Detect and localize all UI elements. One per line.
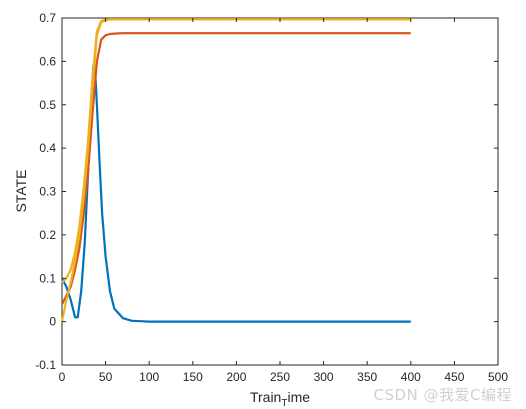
x-tick-label: 450	[444, 370, 464, 384]
x-tick-label: 500	[488, 370, 508, 384]
x-tick-label: 100	[139, 370, 159, 384]
series-lines	[60, 18, 411, 323]
y-tick-label: 0.6	[39, 54, 56, 68]
y-axis-label: STATE	[13, 169, 29, 212]
y-tick-label: 0.2	[39, 228, 56, 242]
series-line-1	[61, 64, 411, 323]
x-axis-label: TrainTime	[250, 389, 310, 409]
x-tick-label: 0	[59, 370, 66, 384]
x-tick-label: 300	[314, 370, 334, 384]
y-tick-label: 0.7	[39, 11, 56, 25]
y-tick-label: 0.5	[39, 98, 56, 112]
x-axis-ticks: 0 50 100 150 200 250 300 350 400 450 500	[59, 18, 508, 384]
y-tick-label: 0.3	[39, 185, 56, 199]
x-tick-label: 250	[270, 370, 290, 384]
y-tick-label: 0.4	[39, 141, 56, 155]
x-tick-label: 400	[401, 370, 421, 384]
y-tick-label: 0	[49, 315, 56, 329]
y-tick-label: 0.1	[39, 271, 56, 285]
plot-area	[61, 17, 499, 366]
y-axis-ticks: -0.1 0 0.1 0.2 0.3 0.4 0.5 0.6 0.7	[35, 11, 498, 372]
series-line-4	[61, 18, 411, 284]
x-tick-label: 50	[99, 370, 113, 384]
x-tick-label: 350	[357, 370, 377, 384]
x-tick-label: 150	[183, 370, 203, 384]
y-tick-label: -0.1	[35, 358, 56, 372]
watermark: CSDN @我爱C编程	[373, 386, 512, 404]
series-line-2	[61, 32, 411, 305]
x-tick-label: 200	[226, 370, 246, 384]
